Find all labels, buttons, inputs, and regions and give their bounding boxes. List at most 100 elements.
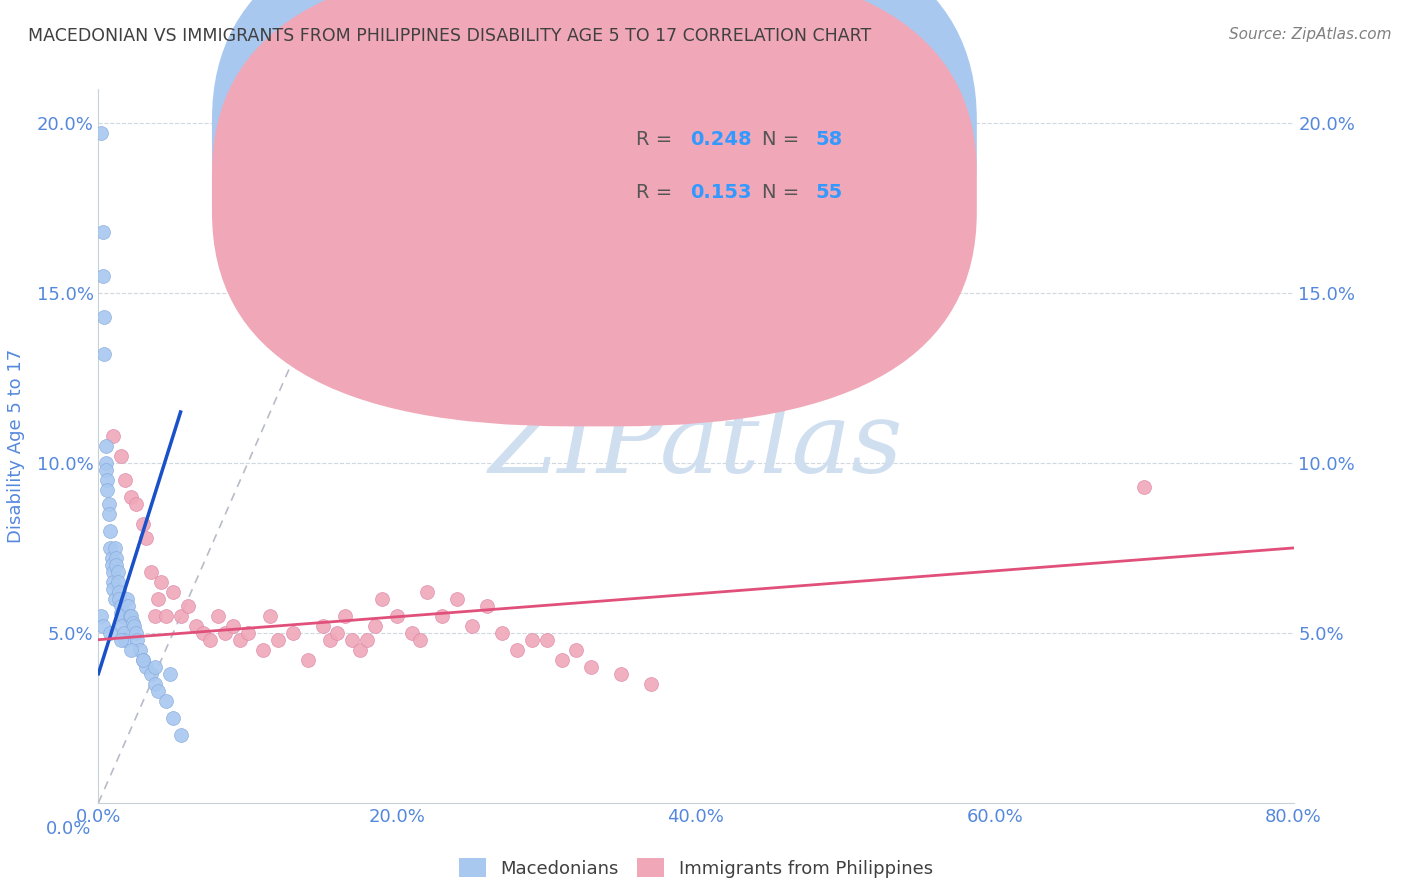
Point [127, 632, 149, 647]
Point [446, 591, 468, 606]
Point [114, 632, 136, 647]
Point [105, 558, 128, 572]
Point [169, 728, 191, 742]
Point [581, 660, 603, 674]
Point [100, 626, 122, 640]
Point [229, 632, 252, 647]
Point [101, 558, 124, 572]
Point [326, 626, 349, 640]
Point [311, 619, 333, 633]
Point [93, 347, 115, 361]
Point [90, 608, 112, 623]
FancyBboxPatch shape [212, 0, 977, 426]
Point [120, 643, 142, 657]
Point [103, 574, 125, 589]
Text: 0.248: 0.248 [690, 129, 752, 149]
Point [100, 524, 122, 538]
Point [129, 643, 152, 657]
Point [416, 585, 439, 599]
Point [117, 599, 139, 613]
Point [148, 683, 170, 698]
Text: R =: R = [637, 129, 685, 149]
Point [125, 626, 148, 640]
Point [110, 632, 132, 647]
Point [108, 591, 131, 606]
Point [107, 565, 129, 579]
FancyBboxPatch shape [212, 0, 977, 373]
Text: 58: 58 [815, 129, 842, 149]
Point [97, 507, 120, 521]
Point [96, 483, 118, 498]
Point [148, 591, 170, 606]
Point [610, 666, 633, 681]
Point [103, 565, 125, 579]
Point [475, 599, 498, 613]
Point [139, 666, 162, 681]
Point [155, 694, 177, 708]
Point [93, 310, 115, 324]
Point [408, 632, 430, 647]
Point [118, 608, 141, 623]
Point [169, 608, 191, 623]
Point [110, 606, 132, 620]
Point [162, 711, 184, 725]
Point [103, 429, 125, 443]
Point [214, 626, 236, 640]
Point [252, 643, 274, 657]
Point [565, 643, 588, 657]
Point [297, 653, 319, 667]
Point [162, 585, 184, 599]
Point [349, 643, 371, 657]
Point [177, 599, 200, 613]
Point [319, 632, 342, 647]
Legend: Macedonians, Immigrants from Philippines: Macedonians, Immigrants from Philippines [450, 849, 942, 887]
Point [121, 615, 143, 630]
Point [401, 626, 423, 640]
Point [371, 591, 394, 606]
Y-axis label: Disability Age 5 to 17: Disability Age 5 to 17 [7, 349, 25, 543]
Point [107, 574, 129, 589]
Point [91, 225, 114, 239]
Point [520, 632, 543, 647]
Point [536, 632, 558, 647]
FancyBboxPatch shape [558, 100, 821, 225]
Point [120, 608, 142, 623]
Point [259, 608, 281, 623]
Point [94, 463, 117, 477]
Point [94, 456, 117, 470]
Point [364, 619, 387, 633]
Text: N =: N = [762, 183, 806, 202]
Text: 0.153: 0.153 [690, 183, 751, 202]
Point [115, 591, 138, 606]
Point [640, 677, 662, 691]
Point [461, 619, 484, 633]
Point [135, 660, 157, 674]
Point [111, 619, 134, 633]
Point [200, 632, 222, 647]
Point [143, 660, 166, 674]
Text: R =: R = [637, 183, 685, 202]
Point [105, 551, 128, 566]
Point [491, 626, 513, 640]
Point [184, 619, 207, 633]
Point [132, 653, 155, 667]
Text: MACEDONIAN VS IMMIGRANTS FROM PHILIPPINES DISABILITY AGE 5 TO 17 CORRELATION CHA: MACEDONIAN VS IMMIGRANTS FROM PHILIPPINE… [28, 27, 872, 45]
Point [139, 565, 162, 579]
Point [159, 666, 181, 681]
Point [100, 541, 122, 555]
Point [550, 653, 572, 667]
Point [91, 269, 114, 284]
Point [114, 473, 136, 487]
Point [112, 626, 135, 640]
Point [191, 626, 214, 640]
Point [155, 608, 177, 623]
Point [103, 582, 125, 596]
Point [104, 591, 127, 606]
Point [143, 608, 166, 623]
Point [356, 632, 378, 647]
Point [120, 490, 142, 504]
Point [1133, 480, 1156, 494]
Text: Source: ZipAtlas.com: Source: ZipAtlas.com [1229, 27, 1392, 42]
Point [333, 608, 356, 623]
Point [267, 632, 290, 647]
